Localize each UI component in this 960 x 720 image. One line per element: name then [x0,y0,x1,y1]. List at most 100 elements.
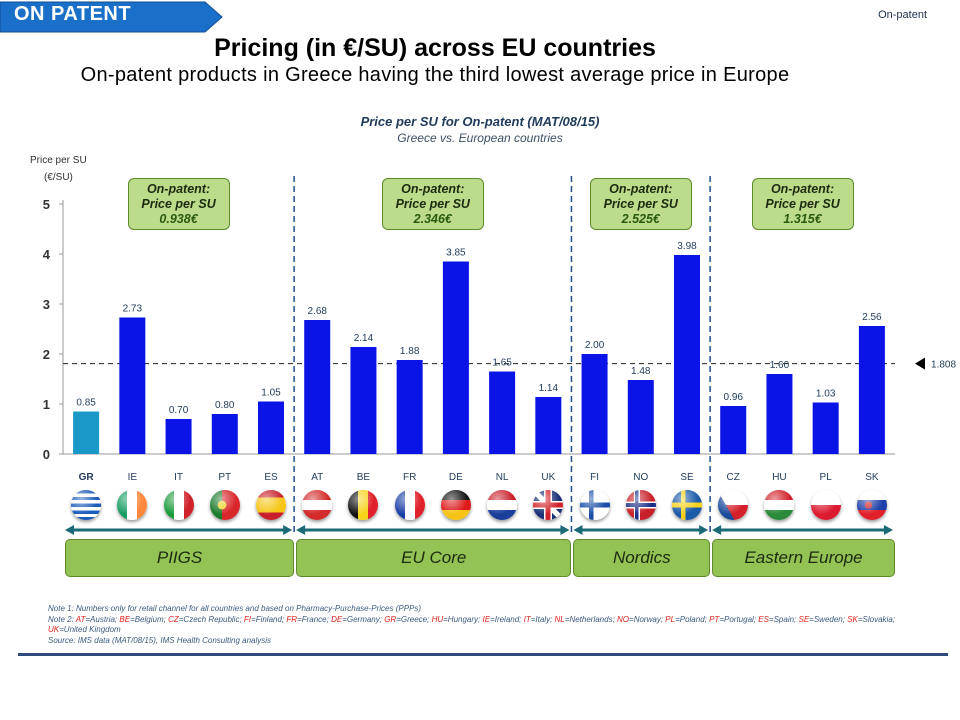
corner-label: On-patent [878,9,927,21]
country-name: =Netherlands; [564,614,618,624]
country-name: =Belgium; [130,614,169,624]
france-flag-icon [394,490,425,520]
poland-flag-icon [810,490,841,520]
category-label: HU [772,472,786,483]
footer-divider [18,653,948,656]
country-name: =Germany; [342,614,385,624]
arrow-left-icon [573,525,583,535]
bar-nl [489,371,516,454]
country-code: SE [798,614,810,624]
czech-flag-icon [718,490,749,520]
bar-se [674,255,700,454]
category-label: SE [680,472,694,483]
bar-fi [581,354,608,454]
group-callout: On-patent: Price per SU 0.938€ [127,178,230,230]
value-label: 2.14 [354,333,374,344]
value-label: 1.48 [631,366,651,377]
category-label: NO [633,472,648,483]
greece-flag-icon [71,490,102,520]
ireland-flag-icon [117,490,148,520]
callout-line2: Price per SU [395,197,470,211]
category-label: IT [174,472,183,483]
spain-flag-icon [256,490,286,520]
country-code: SK [847,614,858,624]
chart-title: Price per SU for On-patent (MAT/08/15) [360,114,600,129]
callout-value: 0.938€ [159,212,198,226]
category-label: PL [820,472,833,483]
callout-value: 2.346€ [413,212,452,226]
country-code: PT [709,614,720,624]
country-code: DE [331,614,343,624]
arrow-left-icon [296,525,306,535]
uk-flag-icon [533,490,564,520]
arrow-right-icon [884,525,893,535]
country-name: =Portugal; [719,614,759,624]
value-label: 1.05 [261,388,281,399]
arrow-left-icon [712,525,722,535]
callout-value: 2.525€ [621,212,660,226]
category-label: SK [865,472,879,483]
value-label: 1.03 [816,389,836,400]
italy-flag-icon [163,490,194,520]
country-code: GR [384,614,397,624]
callout-line2: Price per SU [141,197,216,211]
bar-no [627,380,654,454]
value-label: 3.98 [677,241,697,252]
country-code: ES [758,614,769,624]
callout-line1: On-patent: [609,182,673,196]
section-tag [0,1,223,33]
category-label: ES [264,472,278,483]
country-name: =Ireland; [490,614,524,624]
country-code: AT [75,614,86,624]
group-label: Eastern Europe [712,539,895,577]
country-code: HU [431,614,444,624]
country-name: =Norway; [629,614,666,624]
chart-subtitle: Greece vs. European countries [397,131,563,145]
bar-hu [766,374,793,454]
group-callout: On-patent: Price per SU 2.525€ [589,178,692,230]
country-code: UK [48,625,60,634]
country-name: =Spain; [768,614,799,624]
value-label: 2.73 [123,304,143,315]
average-label: 1.808 [931,360,956,371]
netherlands-flag-icon [487,490,518,520]
category-label: BE [357,472,371,483]
average-marker-icon [915,357,925,370]
country-code: FR [286,614,298,624]
value-label: 1.60 [770,360,790,371]
norway-flag-icon [625,490,656,520]
group-label: EU Core [296,539,572,577]
value-label: 0.70 [169,405,189,416]
category-label: PT [218,472,231,483]
country-name: =Austria; [85,614,120,624]
country-name: =Poland; [675,614,710,624]
country-code: NL [554,614,565,624]
callout-line1: On-patent: [401,182,465,196]
note-2-prefix: Note 2: [48,614,76,624]
country-name: =Slovakia; [857,614,896,624]
country-name: =Czech Republic; [178,614,244,624]
y-tick-label: 3 [43,297,50,312]
note-2: Note 2: AT=Austria; BE=Belgium; CZ=Czech… [48,615,928,636]
callout-line1: On-patent: [770,182,835,196]
bar-chart: 0 1 2 3 4 5 1.808 0.85 GR 2.73 IE 0.70 IT 0.80 PT 1.05 E… [43,176,956,536]
country-code: IE [482,614,491,624]
y-tick-label: 4 [43,247,51,262]
arrow-right-icon [699,525,709,535]
value-label: 0.85 [76,398,96,409]
bar-at [304,320,331,454]
country-code: FI [243,614,252,624]
note-1: Note 1: Numbers only for retail channel … [48,604,422,613]
category-label: GR [79,472,95,483]
callout-value: 1.315€ [783,212,822,226]
country-code: NO [617,614,630,624]
y-tick-label: 0 [43,447,50,462]
bar-pl [812,402,839,454]
value-label: 2.00 [585,340,605,351]
arrow-right-icon [283,525,293,535]
page-title: Pricing (in €/SU) across EU countries [214,34,656,62]
belgium-flag-icon [348,490,379,520]
y-axis-label-line2: (€/SU) [44,172,73,183]
sweden-flag-icon [672,490,702,520]
bar-sk [858,326,885,454]
